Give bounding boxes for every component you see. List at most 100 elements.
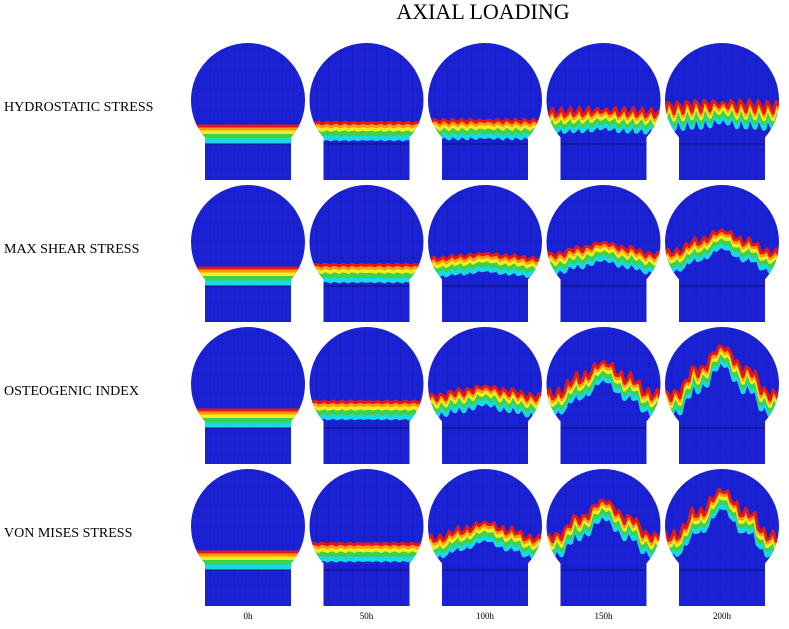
- stress-band: [546, 373, 661, 418]
- stress-band: [428, 120, 542, 128]
- cell: [428, 469, 542, 606]
- cell: [546, 327, 661, 464]
- stress-band: [428, 523, 542, 547]
- cell: [191, 185, 305, 322]
- stress-band: [665, 228, 779, 258]
- stress-band: [428, 123, 542, 131]
- stress-band: [665, 344, 779, 403]
- body: [191, 43, 305, 180]
- stress-band: [428, 117, 542, 125]
- stress-band: [428, 529, 542, 555]
- cell: [665, 469, 779, 606]
- stress-band: [665, 242, 779, 274]
- stress-band: [665, 233, 779, 265]
- stress-band: [309, 541, 424, 547]
- stress-band: [309, 405, 424, 411]
- stress-band: [665, 487, 779, 543]
- stress-band: [309, 555, 424, 563]
- stress-band: [309, 547, 424, 553]
- body: [191, 327, 305, 464]
- stress-band: [546, 365, 661, 408]
- stress-band: [428, 265, 542, 279]
- stress-band: [428, 387, 542, 406]
- cell: [665, 185, 779, 322]
- body: [309, 43, 424, 180]
- stress-band: [428, 260, 542, 274]
- stress-band: [309, 544, 424, 550]
- stress-band: [428, 520, 542, 544]
- stress-band: [428, 393, 542, 414]
- stress-band: [665, 237, 779, 269]
- cell: [428, 43, 542, 180]
- cell: [546, 43, 661, 180]
- stress-band: [428, 525, 542, 551]
- stress-band: [309, 123, 424, 129]
- figure-title: AXIAL LOADING: [396, 0, 569, 24]
- cell: [191, 43, 305, 180]
- stress-band: [546, 249, 661, 271]
- stress-band: [309, 413, 424, 421]
- stress-band: [309, 271, 424, 279]
- cell: [309, 469, 424, 606]
- stress-band: [428, 534, 542, 560]
- body: [191, 185, 305, 322]
- stress-band: [665, 98, 779, 116]
- stress-band: [428, 131, 542, 141]
- row-label: VON MISES STRESS: [4, 526, 132, 541]
- row-label: MAX SHEAR STRESS: [4, 242, 139, 257]
- cell: [546, 469, 661, 606]
- stress-band: [309, 268, 424, 274]
- row-label: HYDROSTATIC STRESS: [4, 100, 153, 115]
- row-label: OSTEOGENIC INDEX: [4, 384, 139, 399]
- stress-band: [309, 120, 424, 126]
- stress-band: [309, 129, 424, 137]
- cell: [428, 327, 542, 464]
- cell: [309, 43, 424, 180]
- cell: [309, 185, 424, 322]
- cell: [191, 327, 305, 464]
- column-label: 200h: [713, 611, 732, 621]
- stress-band: [428, 398, 542, 419]
- stress-band: [309, 399, 424, 405]
- column-label: 50h: [360, 611, 374, 621]
- stress-band: [546, 254, 661, 276]
- cell: [665, 43, 779, 180]
- stress-band: [665, 231, 779, 261]
- cell: [546, 185, 661, 322]
- column-label: 150h: [595, 611, 614, 621]
- stress-band: [546, 105, 661, 119]
- stress-band: [428, 390, 542, 409]
- stress-band: [546, 246, 661, 266]
- stress-band: [309, 126, 424, 132]
- stress-band: [546, 362, 661, 405]
- stress-band: [309, 550, 424, 558]
- stress-band: [309, 262, 424, 268]
- cell: [309, 327, 424, 464]
- body: [309, 185, 424, 322]
- stress-band: [546, 359, 661, 402]
- column-label: 100h: [476, 611, 495, 621]
- stress-band: [428, 251, 542, 263]
- stress-band: [309, 134, 424, 142]
- cell: [191, 469, 305, 606]
- stress-band: [428, 257, 542, 269]
- stress-band: [546, 368, 661, 413]
- cell: [665, 327, 779, 464]
- stress-band: [546, 498, 661, 544]
- cell: [428, 185, 542, 322]
- body: [309, 469, 424, 606]
- stress-band: [428, 254, 542, 266]
- column-label: 0h: [244, 611, 254, 621]
- stress-band: [428, 384, 542, 403]
- stress-band: [309, 265, 424, 271]
- body: [428, 43, 542, 180]
- stress-band: [309, 276, 424, 284]
- stress-band: [546, 243, 661, 263]
- stress-band: [309, 408, 424, 416]
- body: [191, 469, 305, 606]
- stress-band: [309, 402, 424, 408]
- body: [309, 327, 424, 464]
- stress-band: [546, 240, 661, 260]
